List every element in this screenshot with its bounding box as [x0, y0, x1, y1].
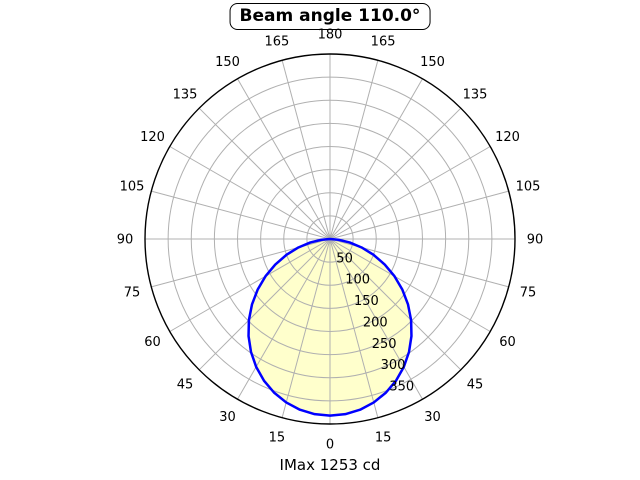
angle-gridline	[329, 238, 379, 418]
chart-title-box: Beam angle 110.0°	[229, 3, 431, 30]
angle-tick-label: 180	[318, 28, 343, 43]
angle-tick-label: 75	[124, 286, 141, 301]
angle-tick-label: 105	[516, 179, 541, 194]
chart-title: Beam angle 110.0°	[239, 6, 421, 26]
angle-tick-label: 165	[371, 35, 396, 50]
r-tick-label: 250	[372, 337, 397, 352]
imax-caption: IMax 1253 cd	[279, 456, 381, 474]
angle-gridline	[198, 238, 331, 371]
angle-gridline	[329, 78, 423, 240]
angle-tick-label: 120	[140, 130, 165, 145]
angle-tick-label: 165	[264, 35, 289, 50]
r-tick-label: 50	[336, 251, 353, 266]
angle-tick-label: 150	[420, 55, 445, 70]
angle-tick-label: 15	[375, 431, 392, 446]
angle-gridline	[329, 146, 491, 240]
angle-tick-label: 30	[424, 410, 441, 425]
angle-gridline	[329, 190, 509, 240]
angle-gridline	[169, 146, 331, 240]
angle-gridline	[329, 238, 423, 400]
r-tick-label: 200	[363, 316, 388, 331]
angle-gridline	[237, 238, 331, 400]
angle-tick-label: 45	[177, 378, 194, 393]
angle-tick-label: 15	[269, 431, 286, 446]
r-tick-label: 150	[354, 294, 379, 309]
angle-tick-label: 60	[144, 335, 161, 350]
angle-tick-label: 30	[219, 410, 236, 425]
angle-tick-label: 90	[527, 233, 544, 248]
angle-tick-label: 150	[215, 55, 240, 70]
angle-gridline	[281, 238, 331, 418]
angle-tick-label: 75	[520, 286, 537, 301]
angle-tick-label: 60	[499, 335, 516, 350]
angle-tick-label: 135	[173, 88, 198, 103]
angle-gridline	[329, 107, 462, 240]
angle-tick-label: 0	[326, 438, 334, 453]
angle-gridline	[237, 78, 331, 240]
angle-tick-label: 45	[467, 378, 484, 393]
r-tick-label: 100	[345, 273, 370, 288]
angle-gridline	[329, 238, 462, 371]
beam-curve	[247, 237, 413, 417]
angle-tick-label: 120	[495, 130, 520, 145]
angle-gridline	[281, 60, 331, 240]
angle-gridline	[329, 238, 491, 332]
angle-gridline	[329, 60, 379, 240]
angle-tick-label: 105	[120, 179, 145, 194]
angle-tick-label: 90	[117, 233, 134, 248]
polar-spine	[144, 53, 516, 425]
angle-gridline	[169, 238, 331, 332]
angle-tick-label: 135	[463, 88, 488, 103]
r-tick-label: 350	[389, 380, 414, 395]
angle-gridline	[151, 190, 331, 240]
angle-gridline	[198, 107, 331, 240]
r-tick-label: 300	[381, 358, 406, 373]
